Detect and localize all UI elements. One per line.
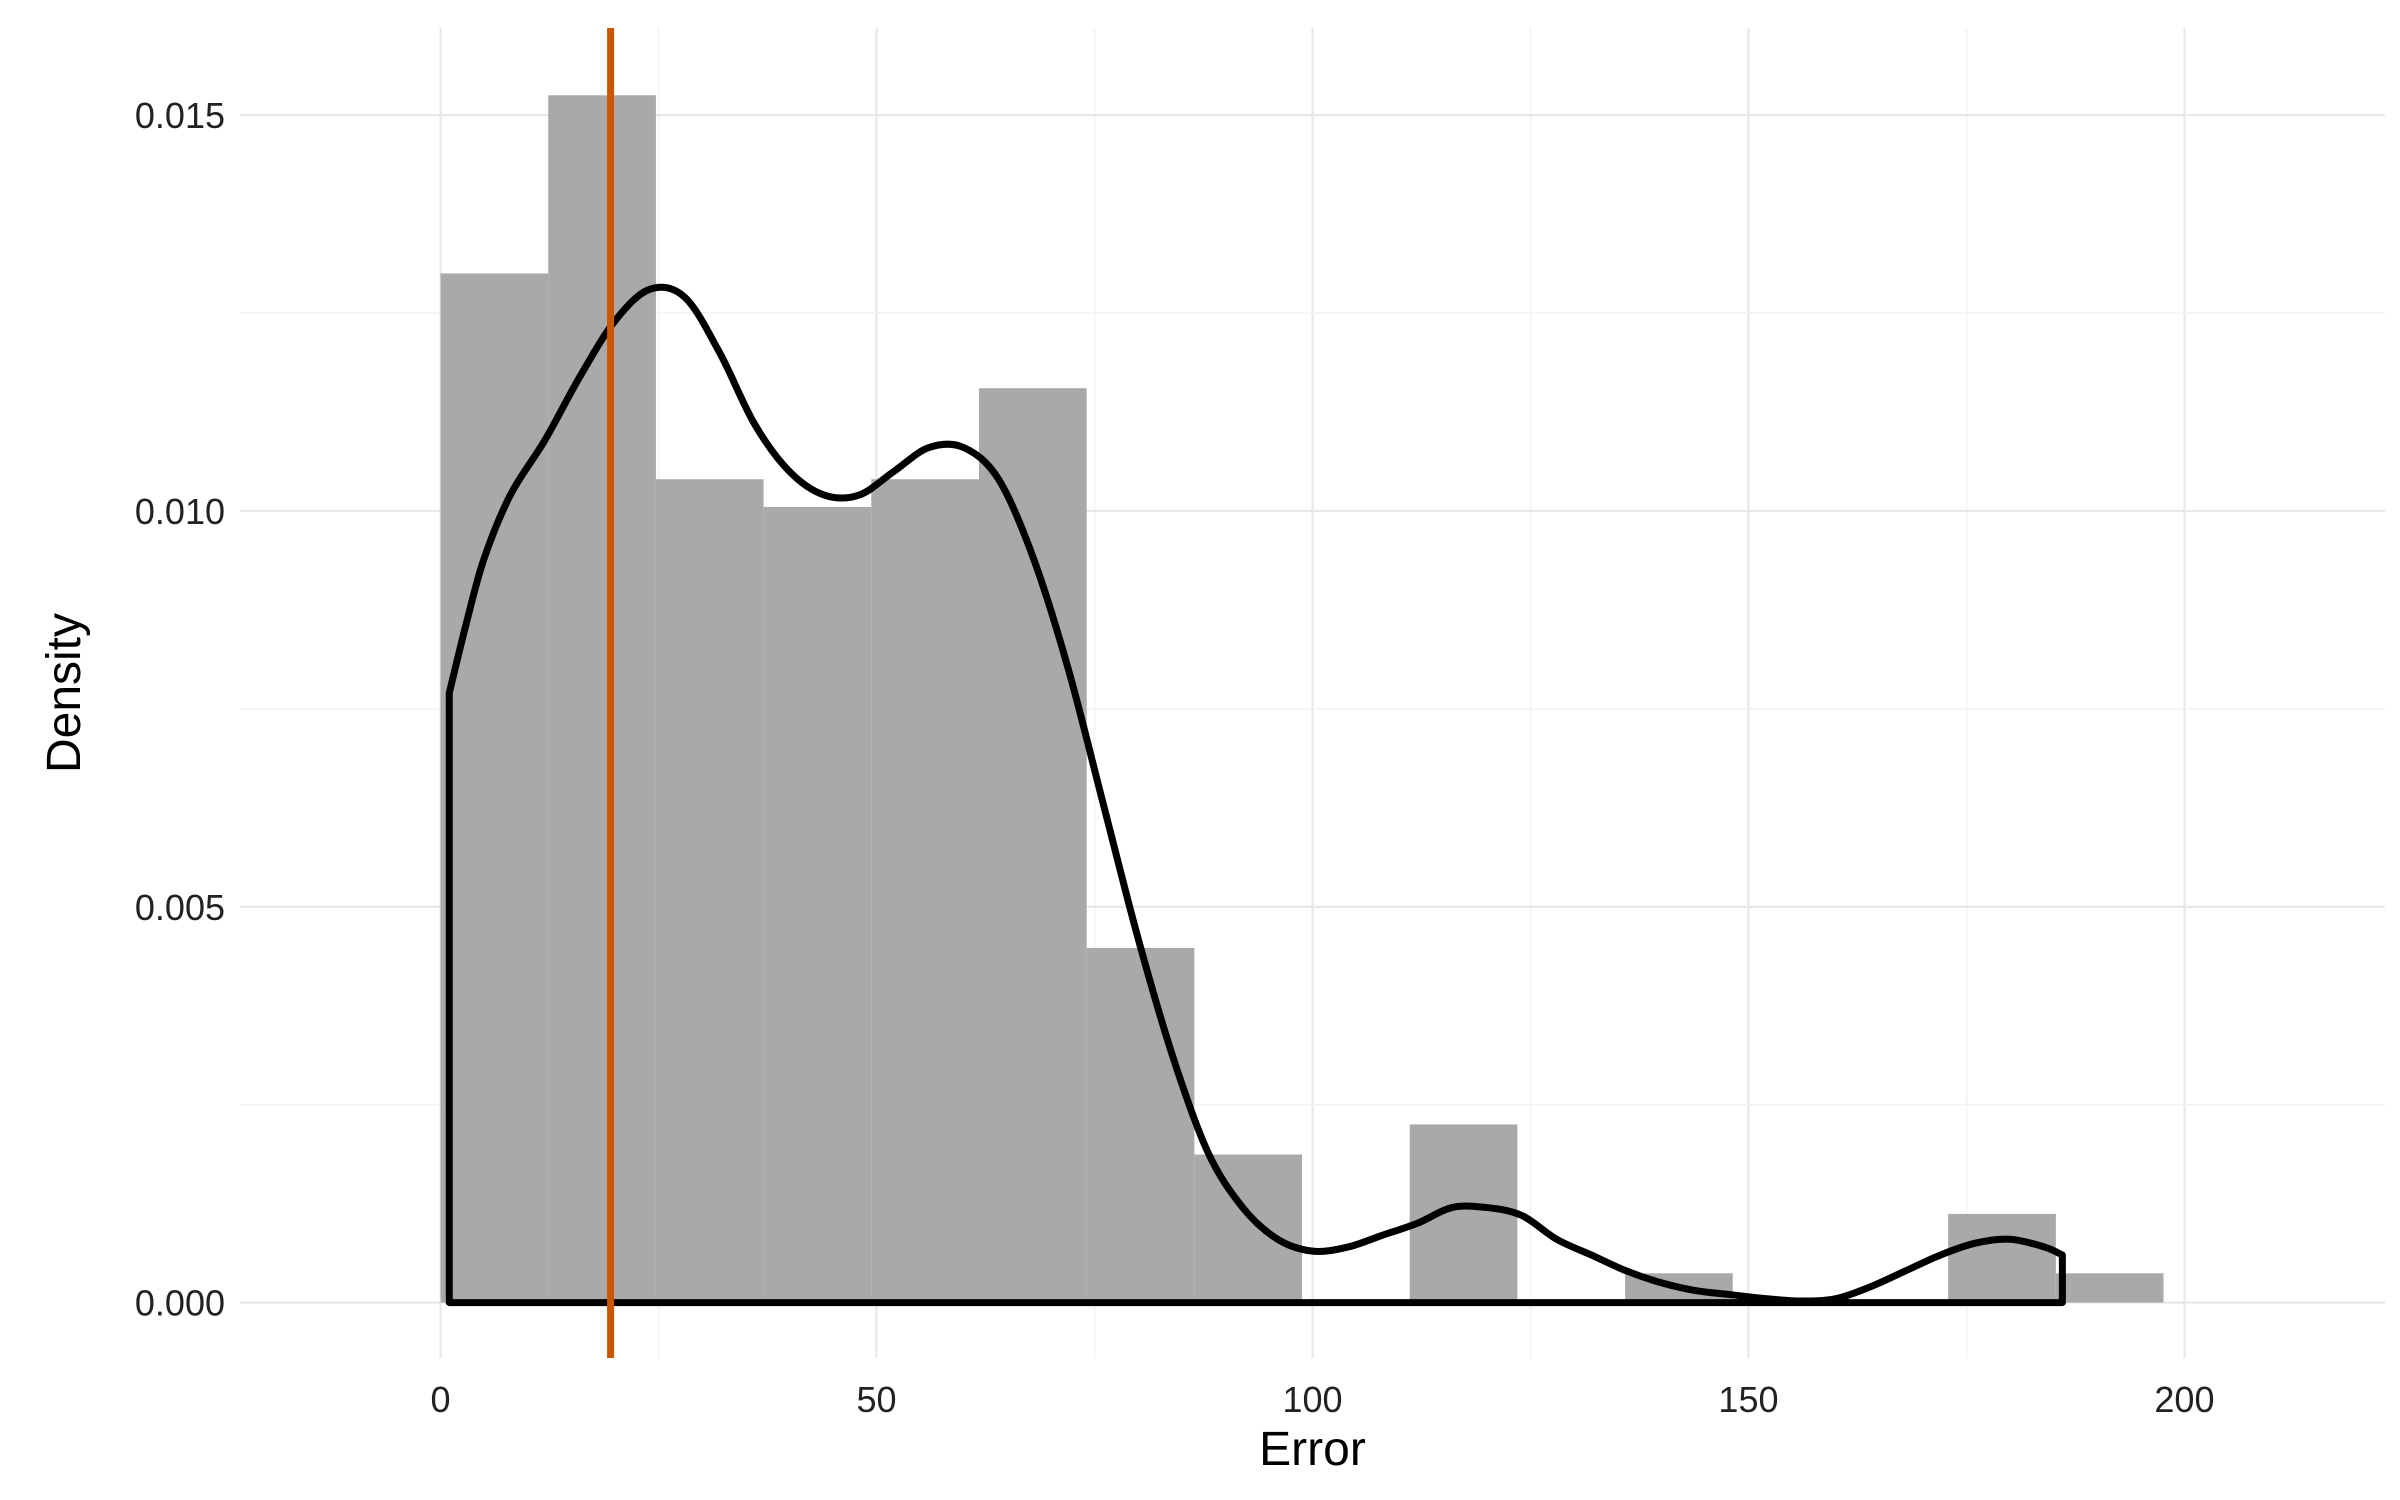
x-tick-label: 0 (431, 1379, 451, 1420)
x-tick-label: 200 (2154, 1379, 2214, 1420)
histogram-bar-3 (763, 506, 872, 1303)
histogram-bar-15 (2055, 1273, 2164, 1303)
y-axis-title: Density (38, 613, 91, 773)
histogram-bar-4 (871, 479, 979, 1303)
x-axis-title: Error (1259, 1423, 1366, 1476)
density-curve-layer (445, 283, 2066, 1307)
x-tick-label: 150 (1718, 1379, 1778, 1420)
histogram-bar-0 (440, 273, 549, 1303)
histogram-bar-5 (978, 388, 1087, 1303)
histogram-bar-7 (1194, 1154, 1303, 1303)
histogram-bar-2 (655, 479, 764, 1303)
histogram-bar-1 (548, 95, 656, 1303)
y-tick-label: 0.015 (135, 95, 225, 136)
histogram-bar-14 (1948, 1213, 2056, 1303)
x-tick-label: 50 (857, 1379, 897, 1420)
y-tick-label: 0.010 (135, 491, 225, 532)
histogram-bar-6 (1086, 947, 1195, 1303)
x-tick-label: 100 (1282, 1379, 1342, 1420)
y-tick-label: 0.000 (135, 1283, 225, 1324)
density-curve (445, 283, 2066, 1307)
histogram-bars (440, 95, 2164, 1303)
tick-labels: 0 50 100 150 200 0.000 0.005 0.010 0.015 (135, 95, 2215, 1420)
histogram-bar-9 (1409, 1124, 1518, 1303)
y-tick-label: 0.005 (135, 887, 225, 928)
